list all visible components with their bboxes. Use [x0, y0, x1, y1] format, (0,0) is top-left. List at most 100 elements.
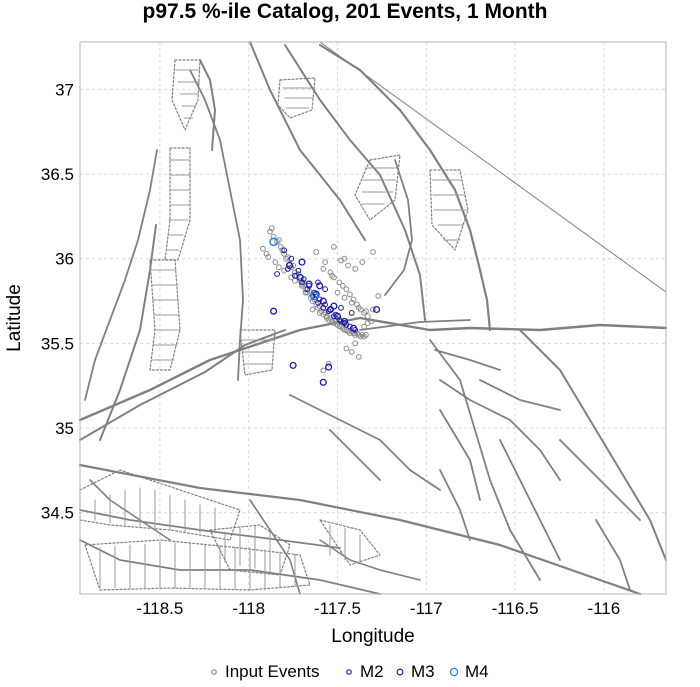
- event-point: [331, 274, 337, 281]
- event-point: [270, 307, 278, 315]
- fault-zone: [429, 169, 469, 251]
- event-point: [347, 330, 353, 337]
- fault-hatch: [431, 179, 468, 241]
- fault-trace: [318, 43, 492, 332]
- event-point: [364, 313, 371, 320]
- event-point: [348, 349, 355, 355]
- event-point: [269, 237, 278, 247]
- legend-label: Input Events: [225, 662, 320, 681]
- legend-marker: [449, 667, 459, 677]
- x-tick-label: -116: [587, 599, 620, 618]
- legend-marker: [346, 669, 352, 675]
- event-point: [359, 259, 366, 266]
- event-point: [310, 291, 319, 301]
- fault-hatch: [99, 541, 296, 591]
- event-point: [293, 272, 300, 279]
- event-point: [363, 308, 369, 315]
- event-point: [336, 279, 343, 286]
- event-point: [279, 247, 286, 254]
- fault-trace: [319, 539, 421, 581]
- event-point: [289, 361, 297, 369]
- event-point: [339, 282, 346, 289]
- event-point: [343, 286, 350, 293]
- y-tick-label: 34.5: [41, 504, 74, 523]
- fault-trace: [429, 339, 541, 581]
- legend-marker: [396, 668, 404, 676]
- event-point: [348, 310, 355, 316]
- chart-title: p97.5 %-ile Catalog, 201 Events, 1 Month: [143, 0, 548, 23]
- event-point: [268, 225, 275, 232]
- event-point: [322, 286, 329, 293]
- event-point: [313, 249, 320, 255]
- event-point: [331, 313, 337, 320]
- fault-trace: [284, 44, 426, 321]
- event-point: [325, 363, 333, 371]
- fault-hatch: [166, 159, 191, 251]
- y-tick-label: 37: [55, 80, 74, 99]
- x-axis-label: Longitude: [331, 626, 414, 647]
- event-point: [370, 249, 376, 255]
- event-point: [370, 306, 376, 313]
- event-point: [281, 247, 288, 254]
- event-point: [357, 333, 364, 340]
- fault-trace: [559, 439, 641, 521]
- fault-trace: [499, 439, 561, 561]
- fault-trace: [479, 379, 561, 411]
- event-point: [373, 305, 381, 314]
- event-point: [296, 273, 304, 281]
- fault-hatch: [149, 269, 181, 361]
- event-point: [319, 297, 327, 305]
- event-point: [320, 266, 327, 272]
- event-point: [304, 289, 311, 296]
- x-axis-ticks: -118.5 -118 -117.5 -117 -116.5 -116: [136, 599, 620, 618]
- event-point: [341, 294, 348, 301]
- event-point: [359, 332, 366, 338]
- fault-hatch: [175, 69, 200, 119]
- event-point: [330, 302, 338, 310]
- event-point: [355, 304, 362, 311]
- event-point: [305, 280, 313, 288]
- event-point: [352, 340, 359, 347]
- fault-trace: [78, 316, 668, 422]
- event-point: [285, 261, 294, 270]
- event-point: [298, 258, 306, 266]
- event-point: [349, 324, 358, 332]
- fault-trace: [249, 41, 366, 241]
- event-point: [357, 306, 364, 313]
- fault-trace: [519, 329, 667, 561]
- legend: Input Events M2 M3 M4: [211, 662, 489, 681]
- fault-trace: [84, 149, 158, 401]
- event-point: [300, 276, 307, 283]
- event-point: [345, 262, 352, 269]
- fault-hatch: [329, 524, 361, 564]
- event-point: [361, 310, 368, 316]
- event-point: [260, 245, 266, 252]
- fault-trace: [199, 59, 216, 151]
- event-point: [334, 289, 341, 296]
- event-point: [272, 259, 279, 266]
- fault-trace: [319, 41, 667, 293]
- event-point: [288, 255, 295, 262]
- fault-map: [78, 41, 668, 596]
- event-point: [355, 354, 362, 360]
- series-m3: [270, 258, 381, 386]
- grid: [80, 42, 666, 594]
- event-point: [316, 310, 323, 316]
- event-point: [361, 323, 368, 330]
- x-tick-label: -117: [410, 599, 443, 618]
- event-point: [338, 318, 344, 325]
- y-tick-label: 36: [55, 250, 74, 269]
- fault-trace: [595, 519, 631, 591]
- event-point: [325, 308, 332, 315]
- y-tick-label: 35.5: [41, 334, 74, 353]
- fault-zone: [164, 147, 191, 261]
- fault-trace: [434, 349, 501, 371]
- event-point: [364, 320, 371, 327]
- legend-label: M3: [411, 662, 435, 681]
- event-point: [361, 333, 368, 340]
- event-point: [363, 332, 369, 338]
- fault-hatch: [282, 87, 314, 109]
- fault-trace: [439, 409, 481, 501]
- y-tick-label: 35: [55, 419, 74, 438]
- fault-trace: [384, 159, 413, 296]
